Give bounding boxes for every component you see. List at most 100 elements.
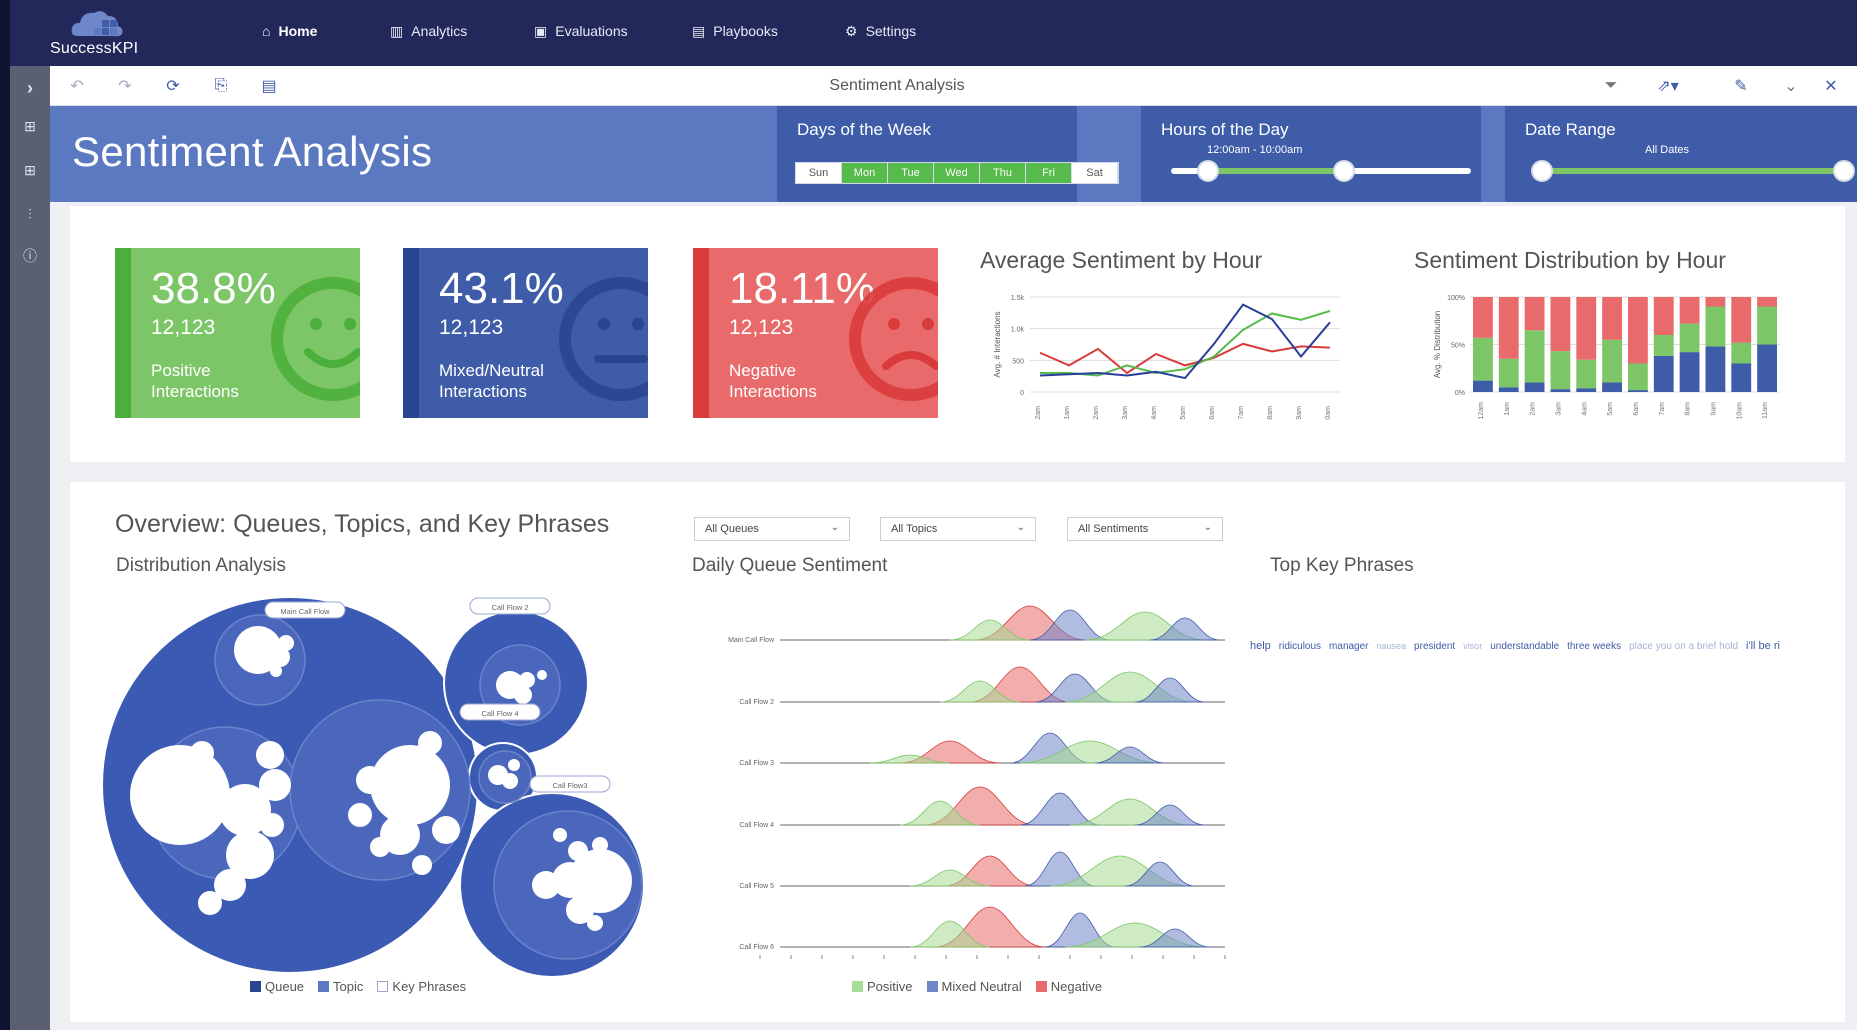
kpi-card-frown[interactable]: 18.11% 12,123 Negative Interactions bbox=[693, 248, 938, 418]
bar-segment-mixed-neutral bbox=[1498, 387, 1519, 392]
key-phrase[interactable]: ridiculous bbox=[1278, 641, 1322, 652]
kpi-accent-bar bbox=[115, 248, 131, 418]
key-phrase-bubble[interactable] bbox=[412, 855, 432, 875]
y-tick-label: 100% bbox=[1447, 295, 1465, 302]
key-phrase-bubble[interactable] bbox=[260, 813, 284, 837]
nav-playbooks[interactable]: ▤ Playbooks bbox=[692, 20, 778, 42]
key-phrase-bubble[interactable] bbox=[552, 862, 588, 898]
key-phrase-bubble[interactable] bbox=[370, 837, 390, 857]
key-phrase-bubble[interactable] bbox=[514, 686, 532, 704]
key-phrase-bubble[interactable] bbox=[256, 741, 284, 769]
key-phrase-bubble[interactable] bbox=[592, 837, 608, 853]
redo-icon[interactable]: ↷ bbox=[118, 78, 132, 95]
nav-home[interactable]: ⌂ Home bbox=[262, 20, 317, 42]
key-phrase[interactable]: president bbox=[1414, 641, 1456, 652]
key-phrase-bubble[interactable] bbox=[219, 784, 271, 836]
kpi-count: 12,123 bbox=[729, 316, 794, 339]
hours-slider-start-handle[interactable] bbox=[1197, 160, 1219, 182]
key-phrase-bubble[interactable] bbox=[537, 670, 547, 680]
key-phrase-bubble[interactable] bbox=[198, 891, 222, 915]
notes-icon[interactable]: ▤ bbox=[261, 78, 277, 95]
key-phrase-bubble[interactable] bbox=[380, 815, 420, 855]
nav-evaluations[interactable]: ▣ Evaluations bbox=[534, 20, 628, 42]
key-phrase[interactable]: i'll be right back bbox=[1746, 640, 1780, 652]
filter-icon[interactable]: ⏷ bbox=[1604, 77, 1618, 94]
nav-analytics[interactable]: ▥ Analytics bbox=[390, 20, 467, 42]
x-tick-label: 11am bbox=[1762, 402, 1769, 419]
cloud-logo-icon bbox=[71, 11, 123, 37]
key-phrase-bubble[interactable] bbox=[259, 769, 291, 801]
table-icon[interactable]: ⊞ bbox=[24, 161, 36, 178]
key-phrase[interactable]: manager bbox=[1329, 641, 1369, 652]
key-phrase-bubble[interactable] bbox=[348, 803, 372, 827]
edit-pencil-icon[interactable]: ✎ bbox=[1734, 78, 1748, 95]
undo-icon[interactable]: ↶ bbox=[70, 78, 84, 95]
topics-dropdown-value: All Topics bbox=[891, 523, 938, 535]
date-range-end-handle[interactable] bbox=[1833, 160, 1855, 182]
key-phrase[interactable]: nausea bbox=[1376, 641, 1407, 651]
key-phrase[interactable]: place you on a brief hold bbox=[1629, 641, 1739, 652]
key-phrase-bubble[interactable] bbox=[587, 915, 603, 931]
key-phrase-bubble[interactable] bbox=[532, 871, 560, 899]
key-phrase-bubble[interactable] bbox=[190, 741, 214, 765]
ridge-density-mixed-neutral bbox=[1094, 746, 1166, 764]
sliders-icon[interactable]: ⫶ bbox=[28, 205, 32, 222]
key-phrase-bubble[interactable] bbox=[568, 841, 588, 861]
key-phrase[interactable]: visor bbox=[1463, 641, 1483, 651]
date-range-start-handle[interactable] bbox=[1531, 160, 1553, 182]
hours-slider-track[interactable] bbox=[1171, 160, 1471, 182]
kpi-card-neutral[interactable]: 43.1% 12,123 Mixed/Neutral Interactions bbox=[403, 248, 648, 418]
key-phrase-bubble[interactable] bbox=[214, 869, 246, 901]
help-icon[interactable]: ⓘ bbox=[23, 248, 37, 264]
refresh-icon[interactable]: ⟳ bbox=[166, 78, 180, 95]
day-toggle-mon[interactable]: Mon bbox=[842, 163, 888, 183]
key-phrase-bubble[interactable] bbox=[226, 831, 274, 879]
collapse-icon[interactable]: ⌄ bbox=[1784, 78, 1798, 95]
key-phrase-bubble[interactable] bbox=[508, 759, 520, 771]
day-toggle-sun[interactable]: Sun bbox=[796, 163, 842, 183]
export-file-icon[interactable]: ⎘ bbox=[214, 77, 228, 94]
expand-chevron-icon[interactable]: › bbox=[27, 77, 33, 98]
daily-queue-sentiment-title: Daily Queue Sentiment bbox=[692, 555, 888, 576]
kpi-card-smile[interactable]: 38.8% 12,123 Positive Interactions bbox=[115, 248, 360, 418]
x-tick-label: 6am bbox=[1209, 406, 1216, 420]
key-phrase-bubble[interactable] bbox=[370, 745, 450, 825]
key-phrase-bubble[interactable] bbox=[270, 647, 290, 667]
grid-icon[interactable]: ⊞ bbox=[24, 117, 36, 134]
key-phrase-bubble[interactable] bbox=[502, 773, 518, 789]
kpi-percent: 38.8% bbox=[151, 264, 276, 313]
sentiments-dropdown[interactable]: All Sentiments ⌄ bbox=[1067, 517, 1223, 541]
successkpi-logo[interactable]: SuccessKPI bbox=[48, 6, 158, 58]
hours-slider-end-handle[interactable] bbox=[1333, 160, 1355, 182]
queues-dropdown[interactable]: All Queues ⌄ bbox=[694, 517, 850, 541]
day-toggle-fri[interactable]: Fri bbox=[1026, 163, 1072, 183]
gear-icon: ⚙ bbox=[845, 22, 858, 39]
key-phrase-bubble[interactable] bbox=[130, 745, 230, 845]
distribution-bubble-chart: Main Call Flow Call Flow 2 Call Flow 4 Call… bbox=[101, 596, 645, 978]
day-toggle-sat[interactable]: Sat bbox=[1072, 163, 1118, 183]
key-phrase-bubble[interactable] bbox=[270, 665, 282, 677]
share-dropdown-icon[interactable]: ⇗▾ bbox=[1657, 78, 1679, 95]
key-phrase[interactable]: understandable bbox=[1490, 641, 1560, 652]
date-range-slider-track[interactable] bbox=[1531, 160, 1855, 182]
key-phrase-bubble[interactable] bbox=[418, 731, 442, 755]
key-phrase-bubble[interactable] bbox=[356, 766, 384, 794]
nav-settings[interactable]: ⚙ Settings bbox=[845, 20, 916, 42]
topics-dropdown[interactable]: All Topics ⌄ bbox=[880, 517, 1036, 541]
x-tick-label: 8am bbox=[1267, 406, 1274, 420]
key-phrase[interactable]: three weeks bbox=[1567, 641, 1622, 652]
day-toggle-thu[interactable]: Thu bbox=[980, 163, 1026, 183]
close-icon[interactable]: ✕ bbox=[1824, 78, 1838, 95]
key-phrase-bubble[interactable] bbox=[553, 828, 567, 842]
key-phrase-bubble[interactable] bbox=[432, 816, 460, 844]
day-toggle-tue[interactable]: Tue bbox=[888, 163, 934, 183]
key-phrase-bubble[interactable] bbox=[566, 896, 594, 924]
key-phrase-bubble[interactable] bbox=[519, 672, 535, 688]
day-toggle-wed[interactable]: Wed bbox=[934, 163, 980, 183]
legend-topic: Topic bbox=[318, 979, 363, 994]
ridge-row-label: Call Flow 3 bbox=[739, 760, 774, 767]
bar-segment-positive bbox=[1524, 330, 1545, 383]
key-phrase-bubble[interactable] bbox=[278, 635, 294, 651]
key-phrase-bubble[interactable] bbox=[234, 626, 282, 674]
key-phrase[interactable]: help bbox=[1250, 640, 1271, 652]
